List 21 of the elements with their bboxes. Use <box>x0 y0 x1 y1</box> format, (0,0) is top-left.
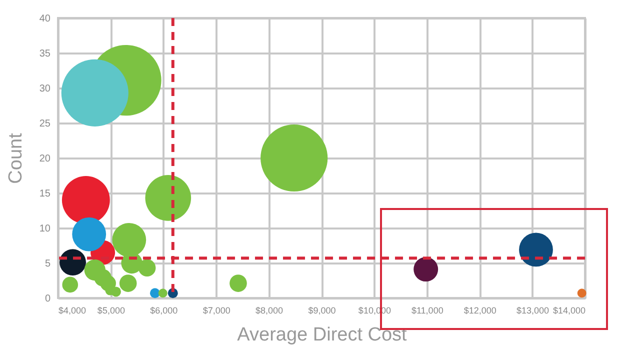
y-tick-label: 10 <box>39 224 51 234</box>
y-tick-label: 25 <box>39 118 51 130</box>
x-tick-label: $5,000 <box>97 306 125 316</box>
x-tick-label: $13,000 <box>516 306 550 316</box>
y-tick-label: 5 <box>44 258 51 270</box>
x-tick-label: $8,000 <box>256 306 284 316</box>
y-axis-title: Count <box>5 132 26 184</box>
x-tick-label: $11,000 <box>411 306 444 316</box>
y-tick-label: 40 <box>39 14 51 24</box>
y-tick-label: 30 <box>39 84 51 94</box>
x-tick-label: $9,000 <box>308 306 336 316</box>
x-axis-title: Average Direct Cost <box>237 324 408 346</box>
x-tick-label: $7,000 <box>202 306 230 316</box>
x-tick-label: $4,000 <box>58 306 86 316</box>
y-tick-label: 20 <box>39 154 51 164</box>
y-tick-label: 15 <box>39 188 51 200</box>
y-tick-label: 35 <box>39 48 51 60</box>
x-tick-label: $14,000 <box>552 306 586 316</box>
x-tick-label: $12,000 <box>464 306 496 316</box>
y-tick-label: 0 <box>44 294 51 304</box>
x-tick-label: $6,000 <box>150 306 178 316</box>
